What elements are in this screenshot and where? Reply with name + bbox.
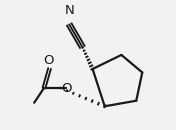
Text: N: N xyxy=(64,4,74,17)
Text: O: O xyxy=(61,82,72,95)
Text: O: O xyxy=(44,54,54,67)
